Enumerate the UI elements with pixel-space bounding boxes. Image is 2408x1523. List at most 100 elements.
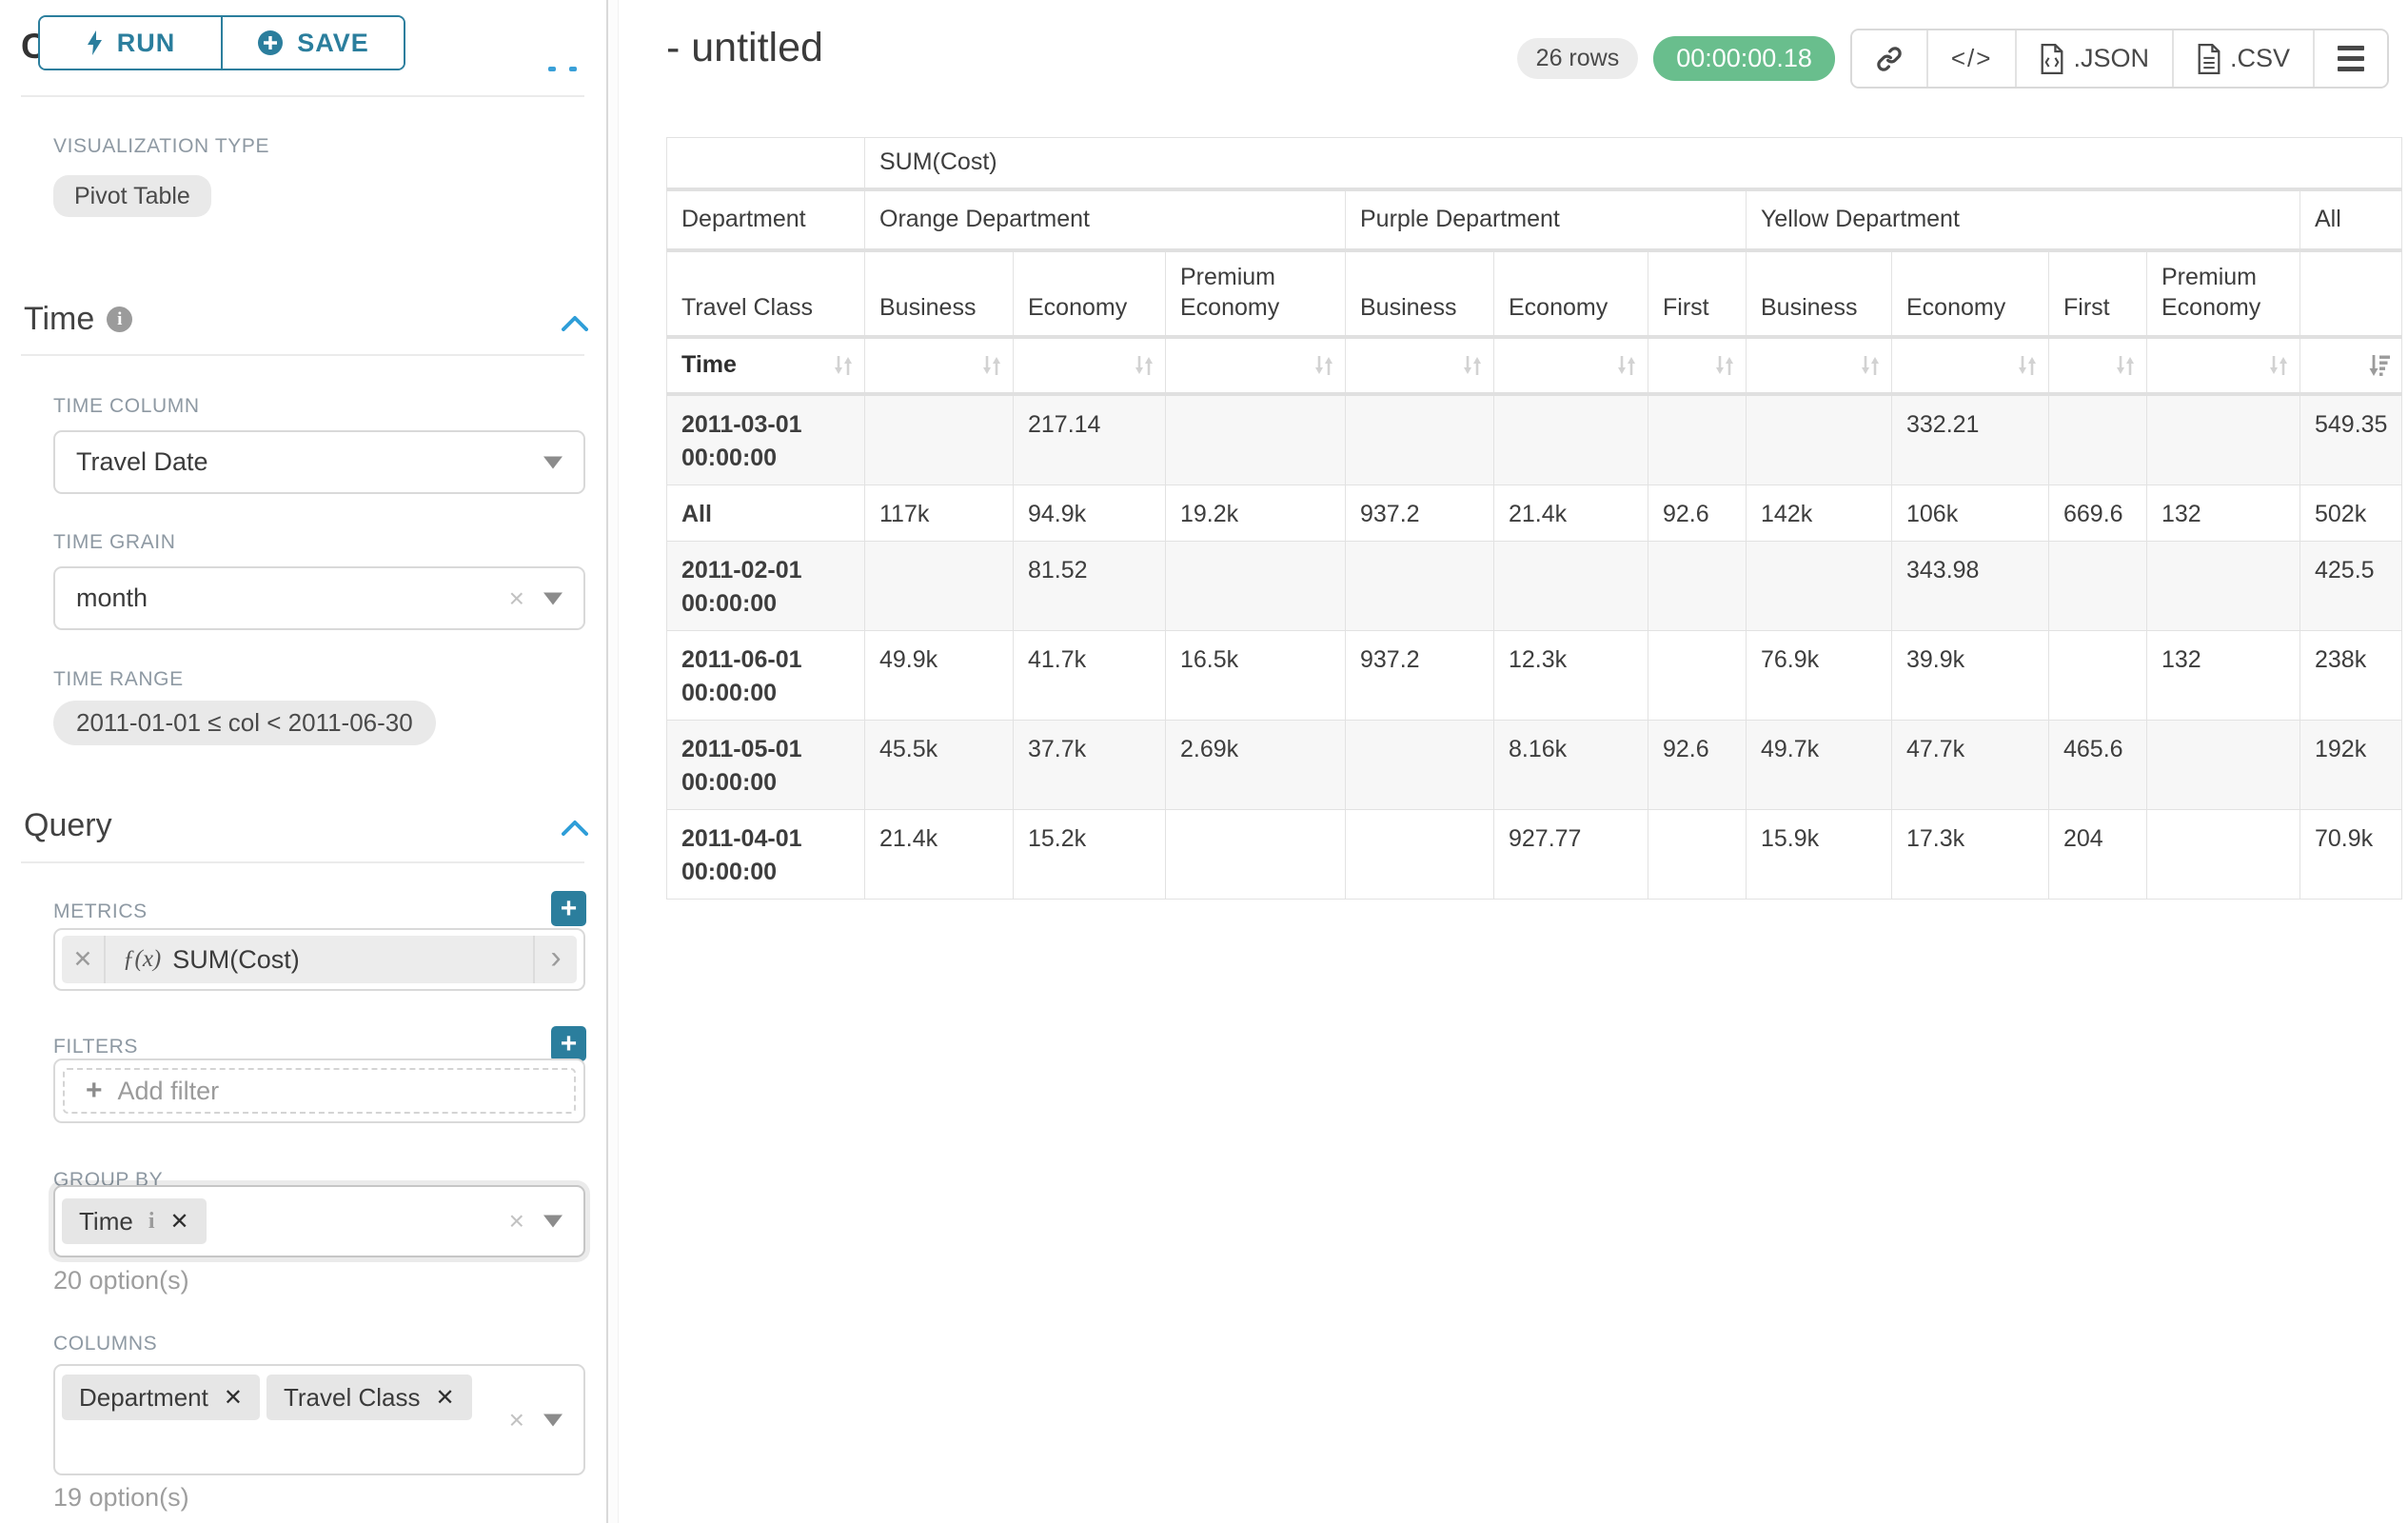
value-cell: 47.7k bbox=[1892, 720, 2049, 809]
value-cell: 76.9k bbox=[1747, 630, 1892, 720]
sort-icon bbox=[980, 353, 1003, 378]
remove-metric-icon[interactable]: ✕ bbox=[62, 936, 106, 983]
value-cell: 343.98 bbox=[1892, 541, 2049, 630]
export-csv-button[interactable]: .CSV bbox=[2172, 30, 2313, 87]
sort-header-cell[interactable] bbox=[2147, 337, 2300, 394]
group-by-chip-label: Time bbox=[79, 1207, 133, 1236]
file-csv-icon bbox=[2197, 44, 2221, 74]
sort-header-cell[interactable] bbox=[865, 337, 1014, 394]
remove-chip-icon[interactable]: ✕ bbox=[435, 1384, 454, 1412]
sort-header-cell[interactable] bbox=[2300, 337, 2402, 394]
value-cell bbox=[1166, 541, 1346, 630]
value-cell bbox=[1494, 541, 1648, 630]
value-cell: 15.9k bbox=[1747, 809, 1892, 899]
columns-select[interactable]: Department ✕ Travel Class ✕ × bbox=[53, 1364, 585, 1475]
value-cell: 106k bbox=[1892, 485, 2049, 541]
value-cell bbox=[1346, 809, 1494, 899]
run-save-button-group: RUN SAVE bbox=[38, 15, 405, 70]
value-cell: 332.21 bbox=[1892, 394, 2049, 485]
viz-type-chip[interactable]: Pivot Table bbox=[53, 175, 211, 217]
embed-code-button[interactable]: </> bbox=[1926, 30, 2016, 87]
columns-chip[interactable]: Travel Class ✕ bbox=[266, 1375, 472, 1420]
group-by-chip[interactable]: Time i ✕ bbox=[62, 1198, 207, 1244]
value-cell: 37.7k bbox=[1014, 720, 1166, 809]
value-cell: 192k bbox=[2300, 720, 2402, 809]
chart-header-actions: 26 rows 00:00:00.18 </> .JSON bbox=[1517, 29, 2389, 89]
remove-chip-icon[interactable]: ✕ bbox=[224, 1384, 243, 1412]
sort-header-cell[interactable] bbox=[2049, 337, 2147, 394]
link-icon bbox=[1875, 45, 1904, 73]
add-filter-plus-button[interactable]: + bbox=[551, 1026, 586, 1061]
column-header: Economy bbox=[1494, 250, 1648, 337]
sort-header-cell[interactable] bbox=[1166, 337, 1346, 394]
sort-header-cell[interactable] bbox=[1346, 337, 1494, 394]
table-row: 2011-02-01 00:00:0081.52343.98425.5 bbox=[667, 541, 2402, 630]
time-column-select[interactable]: Travel Date bbox=[53, 430, 585, 494]
control-panel-sidebar: Chart Type RUN SAVE VISUALIZATION TYPE P… bbox=[0, 0, 606, 1523]
value-cell bbox=[1346, 720, 1494, 809]
table-row: 2011-04-01 00:00:0021.4k15.2k927.7715.9k… bbox=[667, 809, 2402, 899]
row-header: 2011-06-01 00:00:00 bbox=[667, 630, 865, 720]
metric-pill[interactable]: ✕ ƒ(x) SUM(Cost) › bbox=[62, 936, 577, 983]
time-grain-select[interactable]: month × bbox=[53, 566, 585, 630]
sort-icon bbox=[1859, 353, 1882, 378]
plus-icon: + bbox=[86, 1075, 103, 1107]
column-header: Premium Economy bbox=[2147, 250, 2300, 337]
column-header: First bbox=[2049, 250, 2147, 337]
column-header: First bbox=[1648, 250, 1747, 337]
time-sort-header[interactable]: Time bbox=[667, 337, 865, 394]
blue-dot-icon bbox=[569, 67, 577, 71]
pivot-table: SUM(Cost) Department Orange Department P… bbox=[666, 137, 2402, 900]
export-json-button[interactable]: .JSON bbox=[2015, 30, 2172, 87]
sort-icon bbox=[1313, 353, 1335, 378]
sort-header-cell[interactable] bbox=[1014, 337, 1166, 394]
time-range-label: TIME RANGE bbox=[53, 668, 184, 691]
sort-header-cell[interactable] bbox=[1494, 337, 1648, 394]
sort-desc-icon bbox=[2367, 353, 2392, 378]
save-label: SAVE bbox=[297, 29, 369, 58]
section-divider bbox=[21, 354, 584, 356]
share-link-button[interactable] bbox=[1852, 30, 1926, 87]
sort-icon bbox=[1461, 353, 1484, 378]
chart-title[interactable]: - untitled bbox=[666, 25, 823, 71]
value-cell: 17.3k bbox=[1892, 809, 2049, 899]
chevron-up-icon[interactable] bbox=[562, 819, 588, 836]
column-group-header: Orange Department bbox=[865, 189, 1346, 250]
sort-header-cell[interactable] bbox=[1892, 337, 2049, 394]
panel-divider[interactable] bbox=[606, 0, 619, 1523]
sort-icon bbox=[2267, 353, 2290, 378]
time-range-chip[interactable]: 2011-01-01 ≤ col < 2011-06-30 bbox=[53, 701, 436, 745]
caret-down-icon bbox=[543, 1216, 563, 1228]
add-filter-button[interactable]: + Add filter bbox=[63, 1068, 576, 1114]
caret-down-icon bbox=[543, 1414, 563, 1427]
row-header: 2011-02-01 00:00:00 bbox=[667, 541, 865, 630]
remove-chip-icon[interactable]: ✕ bbox=[169, 1208, 188, 1236]
value-cell bbox=[1648, 809, 1747, 899]
group-by-select[interactable]: Time i ✕ × bbox=[53, 1185, 585, 1257]
filters-select: + Add filter bbox=[53, 1058, 585, 1123]
clear-icon[interactable]: × bbox=[509, 1206, 524, 1236]
columns-chip[interactable]: Department ✕ bbox=[62, 1375, 260, 1420]
value-cell bbox=[1346, 541, 1494, 630]
clear-icon[interactable]: × bbox=[509, 583, 524, 614]
value-cell bbox=[1747, 394, 1892, 485]
run-button[interactable]: RUN bbox=[40, 17, 221, 69]
value-cell: 45.5k bbox=[865, 720, 1014, 809]
value-cell bbox=[1648, 394, 1747, 485]
value-cell: 41.7k bbox=[1014, 630, 1166, 720]
chevron-right-icon[interactable]: › bbox=[533, 936, 577, 983]
csv-label: .CSV bbox=[2230, 44, 2290, 73]
row-header: 2011-05-01 00:00:00 bbox=[667, 720, 865, 809]
clear-icon[interactable]: × bbox=[509, 1405, 524, 1435]
sort-header-cell[interactable] bbox=[1648, 337, 1747, 394]
add-metric-button[interactable]: + bbox=[551, 891, 586, 926]
value-cell: 927.77 bbox=[1494, 809, 1648, 899]
save-button[interactable]: SAVE bbox=[221, 17, 404, 69]
function-icon: ƒ(x) bbox=[123, 946, 161, 973]
export-toolbar: </> .JSON .CSV bbox=[1850, 29, 2389, 89]
metric-label: SUM(Cost) bbox=[172, 945, 533, 975]
chevron-up-icon[interactable] bbox=[562, 314, 588, 331]
value-cell: 21.4k bbox=[1494, 485, 1648, 541]
more-menu-button[interactable] bbox=[2313, 30, 2387, 87]
sort-header-cell[interactable] bbox=[1747, 337, 1892, 394]
